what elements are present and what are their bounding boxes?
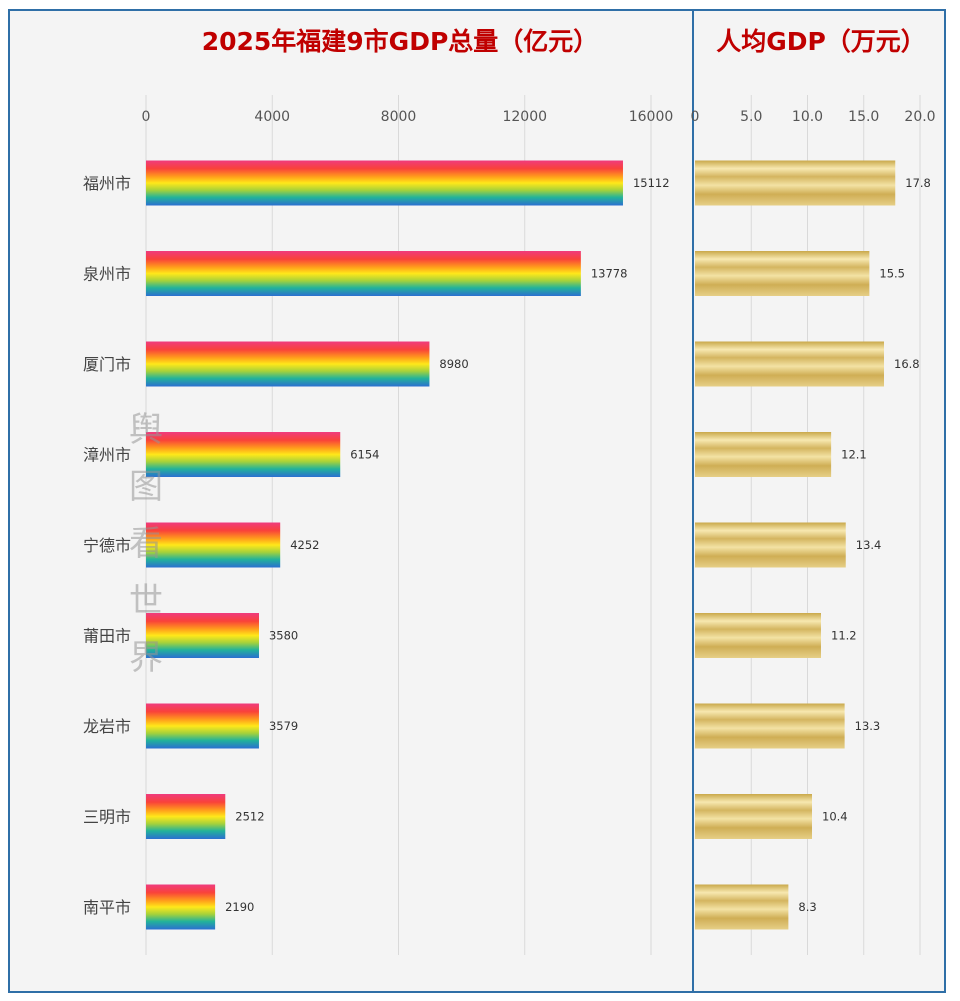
gdp-per-capita-value-label: 17.8 [905,176,931,190]
watermark-char: 看 [129,524,163,564]
gdp-total-value-label: 2190 [225,900,254,914]
gdp-per-capita-value-label: 15.5 [879,267,905,281]
panel-divider [692,9,694,993]
category-label: 宁德市 [83,536,131,555]
gdp-per-capita-value-label: 10.4 [822,810,848,824]
watermark-char: 图 [129,467,163,507]
watermark-char: 界 [129,638,163,678]
gdp-total-value-label: 4252 [290,538,319,552]
gdp-per-capita-value-label: 11.2 [831,629,857,643]
gdp-total-value-label: 3579 [269,719,298,733]
gdp-per-capita-bar [695,884,789,930]
gdp-per-capita-value-label: 13.4 [856,538,882,552]
gdp-per-capita-tick-label: 10.0 [792,109,823,125]
gdp-total-tick-label: 16000 [629,109,674,125]
gdp-total-bar [146,522,281,568]
gdp-total-value-label: 2512 [235,810,264,824]
gdp-total-tick-label: 4000 [254,109,290,125]
gdp-per-capita-bar [695,432,832,477]
gdp-per-capita-bar [695,794,812,839]
gdp-per-capita-bar [695,703,845,749]
gdp-total-bar [146,341,430,387]
gdp-per-capita-bar [695,160,896,206]
gdp-total-tick-label: 8000 [381,109,417,125]
gdp-total-value-label: 13778 [591,267,628,281]
gdp-per-capita-bar [695,613,821,658]
gdp-per-capita-tick-label: 0 [691,109,700,125]
gdp-per-capita-bar [695,522,846,568]
gdp-total-value-label: 6154 [350,448,379,462]
gdp-per-capita-title: 人均GDP（万元） [716,27,926,56]
gdp-total-bar [146,160,623,206]
gdp-per-capita-tick-label: 5.0 [740,109,762,125]
gdp-total-value-label: 15112 [633,176,670,190]
gdp-total-bar [146,613,259,658]
gdp-per-capita-bar [695,251,870,296]
category-label: 泉州市 [83,265,131,284]
watermark-char: 舆 [129,410,163,450]
gdp-total-tick-label: 0 [142,109,151,125]
gdp-per-capita-tick-label: 20.0 [904,109,935,125]
watermark: 舆 图 看 世 界 [126,402,166,687]
gdp-total-tick-label: 12000 [502,109,547,125]
category-label: 厦门市 [83,355,131,374]
category-label: 漳州市 [83,446,131,465]
gdp-total-bar [146,794,226,839]
gdp-per-capita-value-label: 16.8 [894,357,920,371]
watermark-char: 世 [129,581,163,621]
gdp-per-capita-value-label: 12.1 [841,448,867,462]
category-label: 南平市 [83,898,131,917]
gdp-total-bar [146,251,581,296]
category-label: 福州市 [83,174,131,193]
gdp-per-capita-value-label: 13.3 [855,719,881,733]
gdp-total-bar [146,432,341,477]
gdp-per-capita-value-label: 8.3 [798,900,816,914]
gdp-per-capita-tick-label: 15.0 [848,109,879,125]
gdp-total-value-label: 8980 [439,357,468,371]
gdp-per-capita-bar [695,341,884,387]
gdp-total-bar [146,884,216,930]
gdp-total-value-label: 3580 [269,629,298,643]
gdp-total-title: 2025年福建9市GDP总量（亿元） [201,27,599,56]
category-label: 龙岩市 [83,717,131,736]
gdp-total-bar [146,703,259,749]
category-label: 三明市 [83,808,131,827]
category-label: 莆田市 [83,627,131,646]
